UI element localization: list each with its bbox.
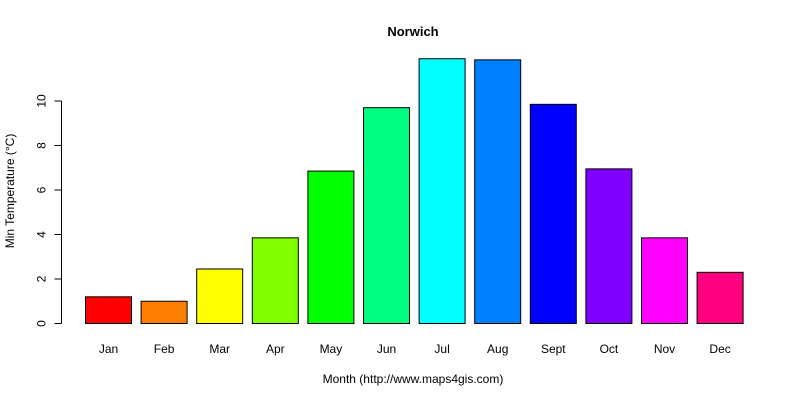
bar-oct	[585, 168, 633, 324]
x-tick-label: Dec	[709, 342, 730, 356]
x-tick-labels: Jan Feb Mar Apr May Jun Jul Aug Sept Oct Nov Dec	[99, 342, 731, 356]
x-tick-label: Nov	[654, 342, 675, 356]
bar-dec	[696, 271, 744, 325]
bar-mar	[196, 268, 244, 324]
y-axis: 0 2 4 6 8 10	[35, 94, 62, 327]
y-tick-label: 10	[35, 94, 49, 108]
x-tick-label: Apr	[266, 342, 285, 356]
x-tick-label: Sept	[541, 342, 566, 356]
x-tick-label: Oct	[600, 342, 619, 356]
x-tick-label: Jul	[434, 342, 449, 356]
bar-aug	[474, 59, 522, 325]
bar-apr	[251, 237, 299, 324]
bar-jul	[418, 58, 466, 324]
bar-may	[307, 170, 355, 324]
x-tick-label: Mar	[209, 342, 230, 356]
y-axis-label: Min Temperature (°C)	[3, 134, 17, 249]
y-tick-label: 8	[35, 142, 49, 149]
y-tick-label: 0	[35, 320, 49, 327]
x-tick-label: Jun	[377, 342, 396, 356]
x-axis-label: Month (http://www.maps4gis.com)	[323, 372, 504, 386]
y-tick-label: 6	[35, 186, 49, 193]
x-tick-label: Aug	[487, 342, 508, 356]
bars-group	[85, 58, 744, 325]
bar-sept	[529, 103, 577, 325]
y-tick-label: 2	[35, 275, 49, 282]
bar-nov	[641, 237, 688, 324]
bar-jun	[363, 107, 410, 324]
x-tick-label: Feb	[154, 342, 175, 356]
x-tick-label: Jan	[99, 342, 118, 356]
y-tick-label: 4	[35, 231, 49, 238]
bar-jan	[85, 296, 132, 324]
x-tick-label: May	[320, 342, 343, 356]
bar-feb	[140, 300, 188, 324]
chart-title: Norwich	[387, 24, 438, 39]
